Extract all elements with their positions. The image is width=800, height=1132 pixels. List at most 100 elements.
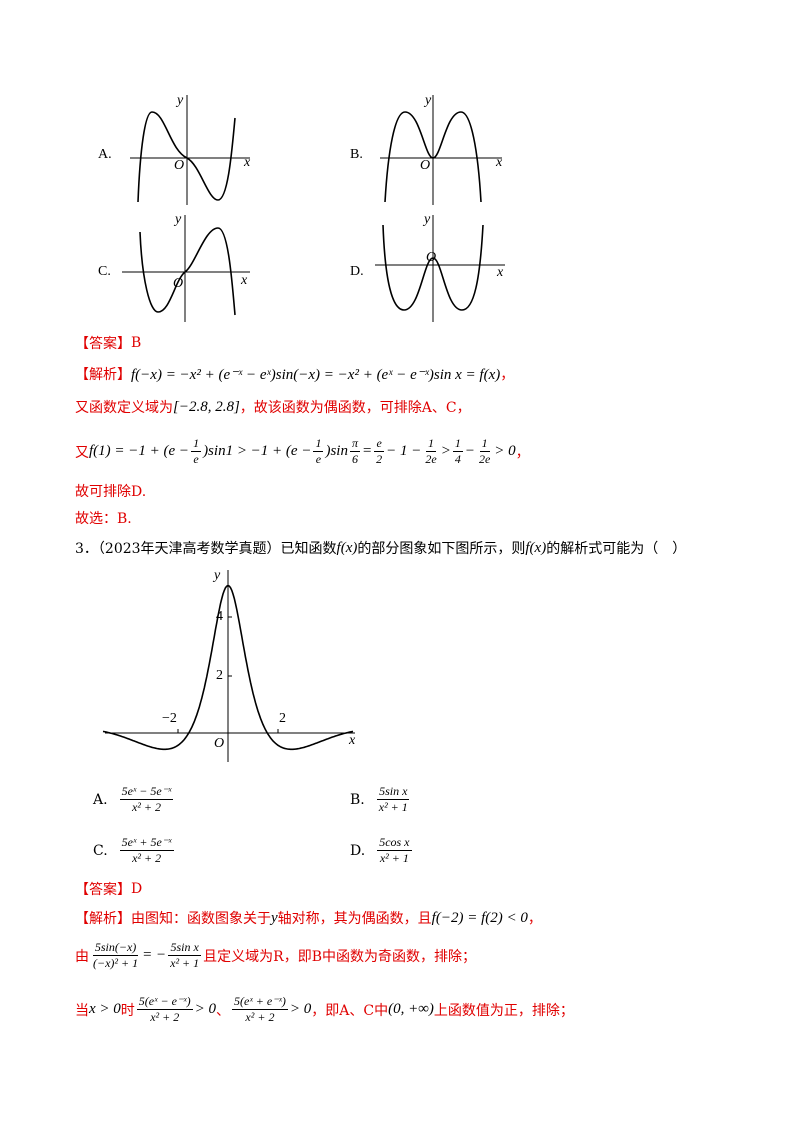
denominator: 2 bbox=[376, 452, 383, 466]
text: 、 bbox=[216, 1002, 231, 1019]
text: ，即A、C中 bbox=[311, 1002, 389, 1019]
tick-label: 2 bbox=[216, 668, 223, 683]
axis-label: y bbox=[423, 93, 432, 108]
numerator: 5sin x bbox=[377, 784, 410, 800]
denominator: 4 bbox=[454, 452, 461, 466]
math: )sin1 > −1 + (e − bbox=[203, 443, 312, 459]
axis-label: x bbox=[348, 733, 356, 748]
axis-label: x bbox=[243, 155, 251, 170]
axis-label: y bbox=[212, 568, 221, 583]
option-label: C. bbox=[93, 842, 108, 859]
option-label: D. bbox=[350, 842, 366, 859]
math: f(1) = −1 + (e − bbox=[89, 443, 190, 459]
origin-label: O bbox=[420, 158, 430, 173]
text: 且定义域为R，即B中函数为奇函数，排除； bbox=[203, 948, 476, 965]
fraction: 5sin x x² + 1 bbox=[168, 940, 201, 971]
denominator: 6 bbox=[351, 452, 358, 466]
denominator: x² + 1 bbox=[378, 800, 408, 814]
numerator: 1 bbox=[313, 436, 324, 452]
numerator: 1 bbox=[479, 436, 490, 452]
numerator: 5eˣ − 5e⁻ˣ bbox=[119, 784, 174, 800]
tag: 【答案】 bbox=[75, 882, 131, 898]
analysis-line: 【解析】 由图知：函数图象关于 y 轴对称，其为偶函数，且 f(−2) = f(2) <… bbox=[75, 908, 542, 928]
math: − bbox=[464, 443, 475, 459]
fraction: 5(eˣ − e⁻ˣ) x² + 2 bbox=[136, 994, 193, 1025]
option-label: A. bbox=[93, 791, 108, 808]
math: > 0 bbox=[494, 443, 516, 459]
text: 上函数值为正，排除； bbox=[433, 1002, 574, 1019]
math: f(−2) = f(2) < 0 bbox=[431, 909, 528, 926]
denominator: (−x)² + 1 bbox=[93, 956, 139, 970]
fraction: 1 2e bbox=[423, 436, 438, 467]
curve bbox=[102, 584, 354, 751]
fraction: 5sin x x² + 1 bbox=[377, 784, 410, 815]
denominator: x² + 1 bbox=[379, 851, 409, 865]
origin-label: O bbox=[173, 276, 183, 291]
text: 3．（2023年天津高考数学真题）已知函数 bbox=[75, 541, 337, 557]
option-label: C. bbox=[98, 264, 111, 279]
math: x > 0 bbox=[89, 1001, 121, 1017]
fraction: 5cos x x² + 1 bbox=[377, 835, 412, 866]
option: B. 5sin x x² + 1 bbox=[350, 784, 412, 815]
answer: D bbox=[131, 881, 143, 897]
numerator: 5cos x bbox=[377, 835, 412, 851]
denominator: x² + 1 bbox=[170, 956, 200, 970]
denominator: x² + 2 bbox=[131, 800, 161, 814]
option: C. 5eˣ + 5e⁻ˣ x² + 2 bbox=[93, 835, 176, 866]
math: f(x) bbox=[525, 539, 547, 556]
math: f(x) bbox=[336, 539, 358, 556]
numerator: π bbox=[349, 436, 360, 452]
text: 又函数定义域为 bbox=[75, 400, 173, 416]
option: A. 5eˣ − 5e⁻ˣ x² + 2 bbox=[93, 784, 175, 815]
numerator: 5eˣ + 5e⁻ˣ bbox=[119, 835, 174, 851]
math: = − bbox=[142, 947, 167, 963]
question-stem: 3．（2023年天津高考数学真题）已知函数 f(x) 的部分图象如下图所示，则 f(x… bbox=[75, 538, 686, 558]
math: [−2.8, 2.8] bbox=[173, 398, 240, 415]
axis-label: x bbox=[496, 265, 504, 280]
origin-label: O bbox=[214, 736, 224, 751]
analysis-line: 又函数定义域为 [−2.8, 2.8] ，故该函数为偶函数，可排除A、C， bbox=[75, 397, 471, 417]
origin-label: O bbox=[174, 158, 184, 173]
analysis-line: 故可排除D. bbox=[75, 481, 146, 501]
text: 由 bbox=[75, 948, 89, 965]
fraction: 5(eˣ + e⁻ˣ) x² + 2 bbox=[232, 994, 288, 1025]
numerator: 1 bbox=[426, 436, 437, 452]
fraction: 5eˣ + 5e⁻ˣ x² + 2 bbox=[119, 835, 174, 866]
text: ， bbox=[500, 367, 515, 383]
text: 轴对称，其为偶函数，且 bbox=[277, 911, 432, 927]
numerator: 5(eˣ + e⁻ˣ) bbox=[232, 994, 288, 1010]
text: 时 bbox=[120, 1002, 135, 1019]
math: y bbox=[271, 909, 278, 926]
text: 的部分图象如下图所示，则 bbox=[357, 541, 526, 557]
option-label: D. bbox=[350, 264, 364, 279]
text: ，故该函数为偶函数，可排除A、C， bbox=[239, 400, 471, 416]
axis-label: x bbox=[495, 155, 503, 170]
denominator: x² + 2 bbox=[150, 1010, 180, 1024]
numerator: 1 bbox=[452, 436, 463, 452]
math: (0, +∞) bbox=[388, 1001, 434, 1017]
graph-d: D. x y O bbox=[350, 212, 505, 322]
math: − 1 − bbox=[386, 443, 422, 459]
option: D. 5cos x x² + 1 bbox=[350, 835, 414, 866]
text: 故选：B. bbox=[75, 511, 132, 527]
numerator: 5sin(−x) bbox=[92, 940, 139, 956]
tick-label: −2 bbox=[162, 711, 177, 726]
math: = bbox=[361, 443, 373, 459]
denominator: x² + 2 bbox=[132, 851, 162, 865]
fraction: 5sin(−x) (−x)² + 1 bbox=[91, 940, 140, 971]
axis-label: x bbox=[240, 273, 248, 288]
graph-b: B. x y O bbox=[350, 93, 503, 205]
answer-2: 【答案】 D bbox=[75, 879, 142, 899]
tag: 【答案】 bbox=[75, 336, 131, 352]
tick-label: 2 bbox=[279, 711, 286, 726]
fraction: 5eˣ − 5e⁻ˣ x² + 2 bbox=[119, 784, 174, 815]
analysis-line: 【解析】 f(−x) = −x² + (e⁻ˣ − eˣ)sin(−x) = −x… bbox=[75, 364, 514, 384]
graph-q3: x y O 4 2 −2 2 bbox=[102, 568, 356, 762]
math: f(−x) = −x² + (e⁻ˣ − eˣ)sin(−x) = −x² + … bbox=[131, 366, 501, 383]
analysis-line: 又 f(1) = −1 + (e −1 e)sin1 > −1 + (e −1 e)s… bbox=[75, 436, 530, 467]
